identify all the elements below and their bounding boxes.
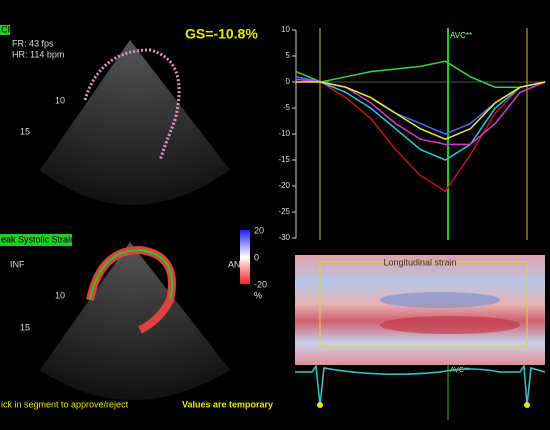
frame-rate: FR: 43 fps <box>12 38 54 48</box>
tracking-contour <box>83 48 181 161</box>
view-label: CH <box>1 24 14 34</box>
avc-label: AVC** <box>450 31 472 40</box>
colorbar-label: -20 <box>254 279 267 289</box>
y-tick-label: -10 <box>278 129 290 138</box>
strain-curve <box>296 81 546 141</box>
strain-curve <box>295 60 546 88</box>
heat-blob <box>380 316 520 334</box>
y-tick-label: 5 <box>286 51 291 60</box>
panel-label: eak Systolic Strain <box>1 234 75 244</box>
heatmap-title: Longitudinal strain <box>383 257 456 267</box>
hint: ick in segment to approve/reject <box>1 399 129 409</box>
depth-label: 10 <box>55 290 65 300</box>
ecg-avc-label: AVC** <box>450 367 470 374</box>
ecg-marker <box>317 402 323 408</box>
y-tick-label: -20 <box>278 181 290 190</box>
y-tick-label: 0 <box>286 77 291 86</box>
inf-label: INF <box>10 259 25 269</box>
global-strain: GS=-10.8% <box>185 26 258 42</box>
segment-border <box>89 248 173 301</box>
y-tick-label: -25 <box>278 207 290 216</box>
strain-curve <box>295 76 546 161</box>
echo-image <box>40 242 230 400</box>
heart-rate: HR: 114 bpm <box>12 49 64 59</box>
ecg-marker <box>524 402 530 408</box>
ant-label: ANT <box>228 259 247 269</box>
strain-curve <box>295 76 546 193</box>
heat-blob <box>380 292 500 308</box>
heatmap <box>295 255 545 365</box>
depth-label: 15 <box>20 322 30 332</box>
y-tick-label: -30 <box>278 233 290 242</box>
depth-label: 15 <box>20 126 30 136</box>
view-badge <box>0 25 10 35</box>
y-tick-label: -5 <box>283 103 291 112</box>
colorbar-label: % <box>254 290 262 300</box>
note: Values are temporary <box>182 399 273 409</box>
echo-image <box>40 40 230 205</box>
y-tick-label: 10 <box>281 25 290 34</box>
colorbar <box>240 230 250 284</box>
ecg-trace <box>295 363 546 406</box>
colorbar-label: 20 <box>254 225 264 235</box>
label-box <box>0 234 72 246</box>
strain-chart: 10 5 0 -5 -10 -15 -20 -25 -30 <box>278 25 546 242</box>
depth-label: 10 <box>55 95 65 105</box>
roi-box <box>319 261 528 348</box>
colorbar-label: 0 <box>254 252 259 262</box>
y-tick-label: -15 <box>278 155 290 164</box>
